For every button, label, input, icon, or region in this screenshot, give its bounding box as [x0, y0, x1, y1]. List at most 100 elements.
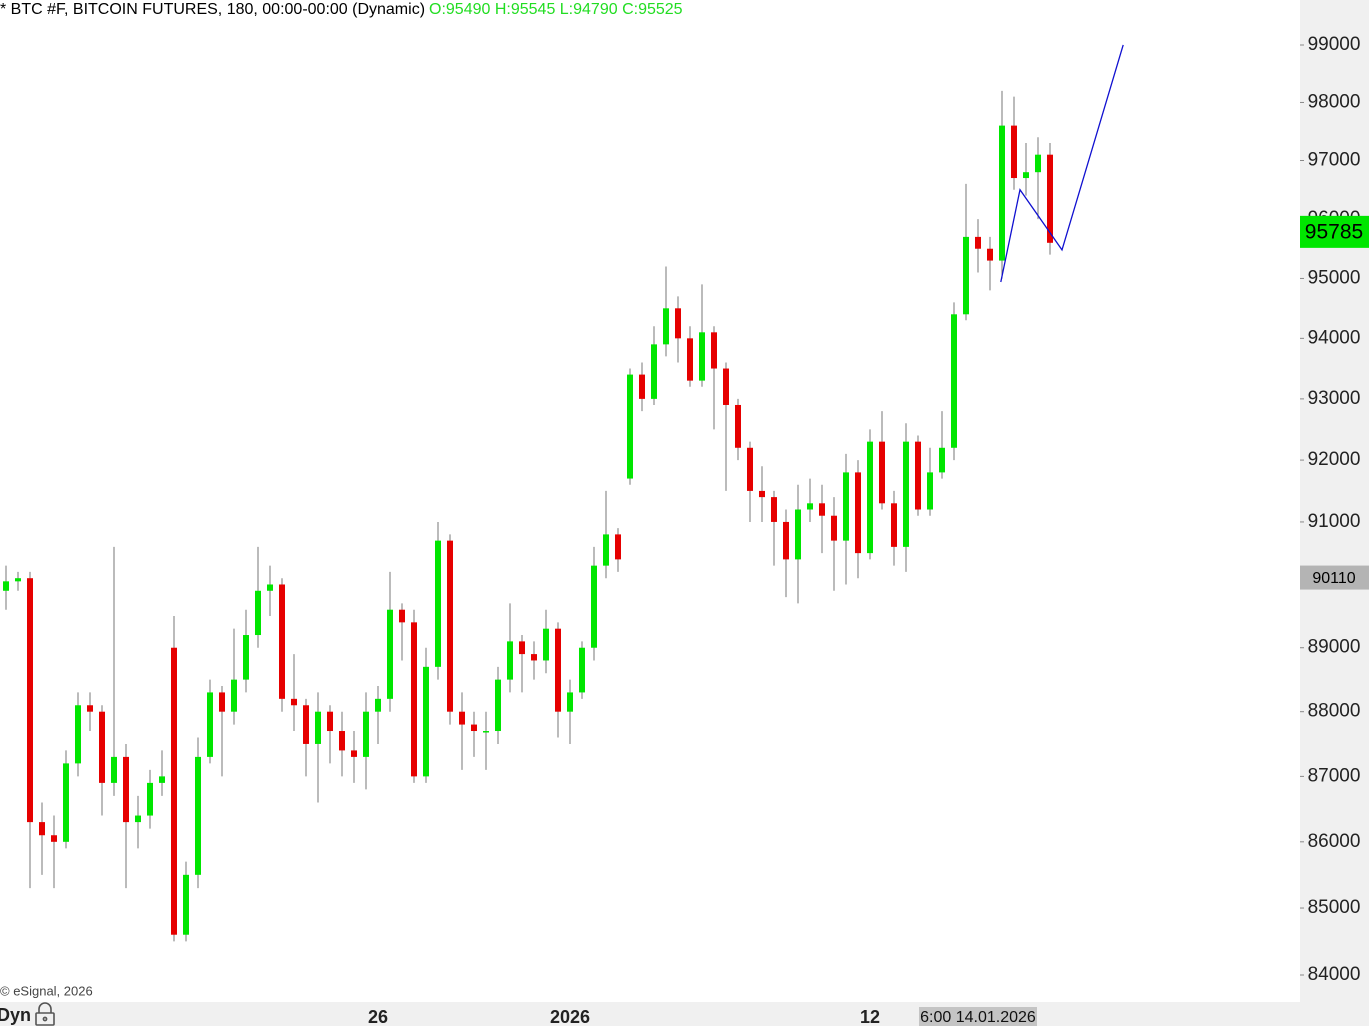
candle-body [423, 666, 429, 777]
candle-body [1047, 154, 1053, 243]
candle-body [291, 698, 297, 706]
candle-body [1023, 172, 1029, 179]
candle-body [891, 503, 897, 547]
y-tick-label: 85000 [1308, 897, 1361, 918]
candle-body [483, 731, 489, 733]
candle-body [531, 654, 537, 661]
candle-body [675, 308, 681, 339]
candle-body [1011, 125, 1017, 179]
candle-body [759, 490, 765, 498]
candle-body [495, 679, 501, 732]
candle-body [831, 515, 837, 541]
candle-body [855, 472, 861, 554]
candle-body [399, 609, 405, 623]
candle-body [867, 441, 873, 554]
y-tick-label: 92000 [1308, 449, 1361, 470]
last-price-box [1300, 215, 1369, 248]
candle-body [927, 472, 933, 510]
y-tick-label: 99000 [1308, 34, 1361, 55]
candle-body [951, 314, 957, 448]
y-tick-label: 84000 [1308, 964, 1361, 985]
candle-body [879, 441, 885, 504]
candle-body [183, 874, 189, 935]
candle-body [51, 835, 57, 842]
candle-body [27, 578, 33, 823]
plot [3, 44, 1124, 942]
candle-body [87, 705, 93, 712]
candle-body [15, 578, 21, 582]
time-axis-panel [0, 1002, 1369, 1026]
y-tick-label: 95000 [1308, 267, 1361, 288]
candle-body [939, 447, 945, 473]
candle-body [795, 509, 801, 560]
candle-body [99, 711, 105, 783]
candle-body [171, 647, 177, 935]
last-price-label: 95785 [1305, 220, 1363, 243]
candle-body [843, 472, 849, 541]
candle-body [303, 705, 309, 744]
y-tick-label: 97000 [1308, 150, 1361, 171]
y-tick-label: 94000 [1308, 327, 1361, 348]
marker-price-label: 90110 [1312, 570, 1355, 587]
candle-body [279, 584, 285, 699]
y-tick-label: 91000 [1308, 511, 1361, 532]
lock-icon[interactable] [35, 1002, 55, 1026]
copyright: © eSignal, 2026 [0, 983, 93, 998]
candle-body [267, 584, 273, 591]
mode-label: Dyn [0, 1005, 31, 1025]
candle-body [159, 776, 165, 783]
candle-body [603, 534, 609, 566]
candle-body [591, 565, 597, 648]
candle-body [543, 628, 549, 661]
trendline [1000, 44, 1124, 283]
candle-body [903, 441, 909, 547]
candle-body [231, 679, 237, 712]
candle-body [243, 635, 249, 680]
marker-price-box [1300, 565, 1369, 590]
ohlc-text: O:95490 H:95545 L:94790 C:95525 [429, 1, 683, 18]
candle-body [999, 125, 1005, 261]
y-tick-label: 89000 [1308, 637, 1361, 658]
candle-body [699, 332, 705, 381]
candle-body [651, 344, 657, 399]
chart-title: * BTC #F, BITCOIN FUTURES, 180, 00:00-00… [0, 1, 683, 18]
candle-body [807, 503, 813, 510]
y-tick-label: 86000 [1308, 831, 1361, 852]
candle-body [387, 609, 393, 699]
candle-body [771, 497, 777, 522]
candle-body [219, 692, 225, 712]
candle-body [507, 641, 513, 680]
candle-body [411, 622, 417, 777]
candle-body [123, 756, 129, 823]
candle-body [255, 590, 261, 636]
candle-body [819, 503, 825, 516]
candle-body [579, 647, 585, 693]
candle-body [435, 540, 441, 667]
candle-body [351, 750, 357, 757]
candle-body [339, 731, 345, 751]
candle-body [135, 815, 141, 823]
candle-body [975, 236, 981, 249]
y-tick-label: 87000 [1308, 765, 1361, 786]
candle-body [735, 404, 741, 448]
candle-body [519, 641, 525, 655]
candle-body [363, 711, 369, 757]
candle-body [963, 236, 969, 315]
candle-body [723, 368, 729, 405]
candle-body [615, 534, 621, 560]
candle-body [63, 763, 69, 842]
candle-body [207, 692, 213, 757]
candle-body [147, 782, 153, 816]
candle-body [915, 441, 921, 510]
y-tick-label: 98000 [1308, 91, 1361, 112]
candle-body [711, 332, 717, 369]
candle-body [687, 338, 693, 381]
candle-body [639, 374, 645, 399]
candle-body [663, 308, 669, 345]
candle-body [447, 540, 453, 712]
candle-body [375, 698, 381, 712]
x-tick-label: 2026 [550, 1007, 590, 1026]
x-tick-label: 12 [860, 1007, 880, 1026]
